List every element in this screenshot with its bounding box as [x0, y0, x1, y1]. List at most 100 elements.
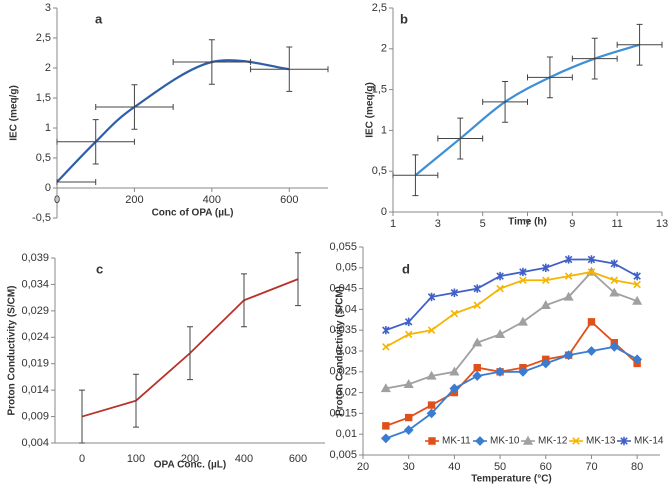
x-error-bar	[392, 172, 439, 179]
y-tick-label: 2,5	[36, 32, 51, 44]
legend-label: MK-11	[442, 436, 471, 447]
series-line	[385, 271, 638, 348]
y-tick-label: 0,019	[21, 358, 49, 370]
y-tick-label: 0,015	[329, 407, 357, 419]
x-tick-label: 60	[540, 461, 552, 473]
marker	[427, 326, 436, 334]
y-axis-label: IEC (meq/g)	[365, 82, 376, 138]
marker	[404, 330, 413, 339]
marker	[610, 276, 619, 285]
marker	[564, 272, 573, 280]
y-axis-label: Proton Conductivity (S/CM)	[7, 286, 18, 416]
x-axis-label: Time (h)	[508, 217, 547, 228]
x-axis-label: Conc of OPA (µL)	[152, 208, 234, 219]
x-tick-label: 70	[585, 461, 597, 473]
legend-label: MK-13	[586, 436, 616, 447]
x-error-bar	[95, 104, 174, 110]
marker	[426, 370, 437, 380]
x-tick-label: 3	[435, 218, 441, 230]
marker	[496, 271, 504, 281]
y-tick-label: 1,5	[36, 92, 51, 104]
y-tick-label: 0,05	[336, 262, 357, 274]
marker	[633, 271, 641, 281]
y-axis-label: Proton Conductivity (S/CM)	[335, 286, 346, 416]
y-tick-label: -0,5	[32, 212, 51, 224]
y-tick-label: 0,039	[21, 252, 49, 264]
marker	[473, 284, 481, 293]
y-tick-label: 0,03	[336, 345, 357, 357]
marker	[472, 371, 483, 381]
legend-marker	[522, 435, 534, 445]
marker	[610, 259, 619, 268]
marker	[563, 350, 574, 361]
x-tick-label: 9	[569, 218, 575, 230]
x-tick-label: 200	[125, 194, 143, 206]
y-tick-label: 0,055	[329, 241, 357, 253]
x-axis-label: Temperature (°C)	[471, 474, 552, 485]
y-tick-label: 0,04	[336, 303, 357, 315]
marker	[633, 280, 641, 289]
x-error-bar	[482, 98, 528, 105]
marker	[517, 316, 528, 326]
marker	[380, 433, 391, 444]
x-tick-label: 20	[357, 461, 369, 473]
y-error-bar	[295, 252, 301, 307]
series-line	[385, 258, 638, 332]
marker	[587, 268, 596, 276]
marker	[542, 263, 550, 272]
marker	[382, 343, 390, 351]
marker	[449, 366, 460, 376]
panel-label: a	[95, 11, 103, 26]
x-tick-label: 5	[480, 218, 486, 230]
y-tick-label: 0,014	[21, 384, 49, 396]
marker	[540, 358, 551, 369]
marker	[380, 383, 391, 393]
x-axis-label: OPA Conc. (µL)	[154, 460, 226, 471]
legend-marker	[475, 436, 485, 446]
x-tick-label: 400	[203, 194, 221, 206]
y-tick-label: 0,034	[21, 278, 49, 290]
marker	[426, 408, 437, 419]
y-tick-label: 0,035	[329, 324, 357, 336]
panel-label: c	[96, 261, 103, 276]
x-tick-label: 80	[631, 461, 643, 473]
y-tick-label: 2	[45, 62, 51, 74]
x-tick-label: 1	[390, 218, 396, 230]
marker	[403, 425, 414, 435]
marker	[564, 255, 573, 264]
y-tick-label: 0,5	[372, 165, 387, 177]
x-error-bar	[571, 55, 618, 62]
marker	[450, 309, 459, 318]
x-tick-label: 0	[79, 453, 85, 465]
y-tick-label: 0,01	[336, 428, 357, 440]
x-tick-label: 600	[289, 453, 307, 465]
x-tick-label: 400	[235, 453, 253, 465]
marker	[632, 295, 643, 305]
marker	[542, 276, 550, 285]
legend-label: MK-12	[538, 436, 568, 447]
y-tick-label: 0,025	[329, 366, 357, 378]
x-error-bar	[437, 135, 484, 142]
x-error-bar	[56, 179, 97, 185]
y-tick-label: 0	[381, 206, 387, 218]
x-error-bar	[250, 66, 329, 73]
y-tick-label: 0,004	[21, 437, 49, 449]
y-tick-label: 0,029	[21, 305, 49, 317]
y-tick-label: 0,045	[329, 283, 357, 295]
x-error-bar	[616, 41, 663, 48]
y-tick-label: 0	[45, 182, 51, 194]
x-tick-label: 40	[448, 461, 460, 473]
series-line	[385, 345, 638, 440]
panel-label: b	[400, 11, 408, 26]
x-tick-label: 7	[524, 218, 530, 230]
legend-label: MK-10	[490, 436, 520, 447]
marker	[587, 255, 596, 264]
marker	[587, 318, 596, 326]
y-tick-label: 3	[45, 2, 51, 14]
y-tick-label: 2	[381, 43, 387, 55]
series-line	[385, 320, 638, 427]
marker	[473, 301, 481, 310]
marker	[404, 413, 413, 422]
legend-marker	[428, 437, 436, 445]
x-tick-label: 600	[280, 194, 298, 206]
